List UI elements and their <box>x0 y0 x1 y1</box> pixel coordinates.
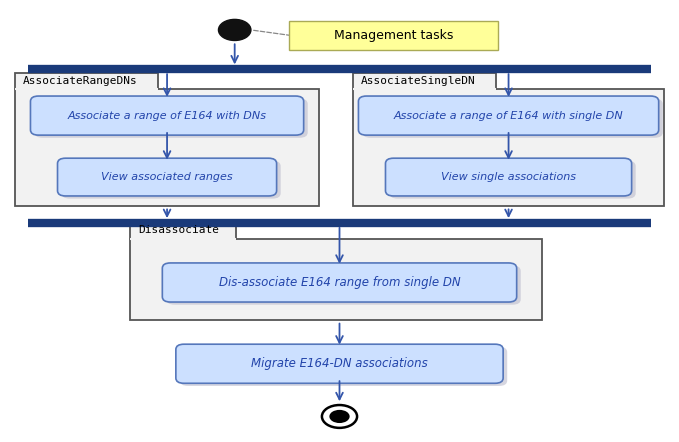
FancyBboxPatch shape <box>390 161 636 198</box>
Circle shape <box>329 410 350 423</box>
FancyBboxPatch shape <box>162 263 517 302</box>
Text: View single associations: View single associations <box>441 172 576 182</box>
FancyBboxPatch shape <box>386 158 631 196</box>
FancyBboxPatch shape <box>15 89 319 206</box>
FancyBboxPatch shape <box>166 266 521 305</box>
Circle shape <box>219 19 251 41</box>
Circle shape <box>322 405 357 428</box>
Text: Associate a range of E164 with DNs: Associate a range of E164 with DNs <box>68 110 267 121</box>
FancyBboxPatch shape <box>31 96 304 135</box>
FancyBboxPatch shape <box>15 72 158 89</box>
Text: Management tasks: Management tasks <box>334 29 454 42</box>
FancyBboxPatch shape <box>130 222 236 239</box>
Text: AssociateSingleDN: AssociateSingleDN <box>361 76 476 86</box>
FancyBboxPatch shape <box>176 344 503 383</box>
Text: Dis-associate E164 range from single DN: Dis-associate E164 range from single DN <box>219 276 460 289</box>
FancyBboxPatch shape <box>353 89 664 206</box>
FancyBboxPatch shape <box>353 72 496 89</box>
Text: Migrate E164-DN associations: Migrate E164-DN associations <box>251 357 428 370</box>
FancyBboxPatch shape <box>62 161 280 198</box>
FancyBboxPatch shape <box>130 239 543 320</box>
Text: View associated ranges: View associated ranges <box>101 172 233 182</box>
Text: Associate a range of E164 with single DN: Associate a range of E164 with single DN <box>394 110 623 121</box>
Text: AssociateRangeDNs: AssociateRangeDNs <box>23 76 138 86</box>
FancyBboxPatch shape <box>363 99 663 138</box>
FancyBboxPatch shape <box>289 21 498 50</box>
FancyBboxPatch shape <box>58 158 276 196</box>
FancyBboxPatch shape <box>180 347 507 386</box>
Text: Disassociate: Disassociate <box>138 225 219 235</box>
FancyBboxPatch shape <box>35 99 308 138</box>
FancyBboxPatch shape <box>359 96 659 135</box>
